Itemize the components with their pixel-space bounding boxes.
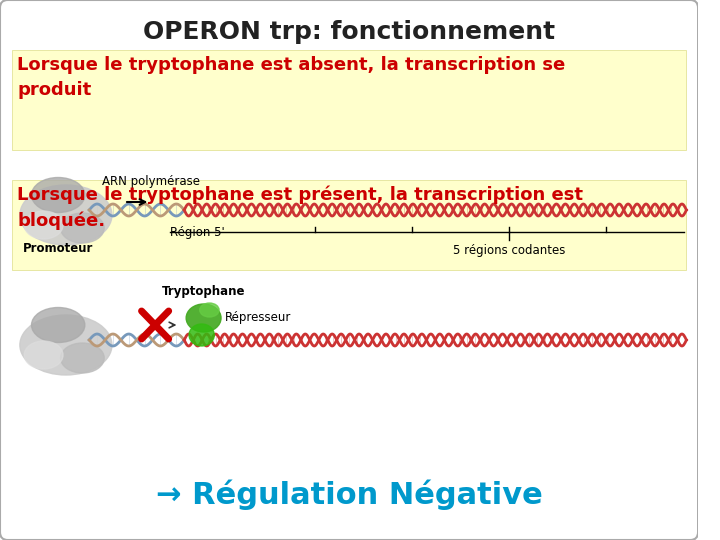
Ellipse shape (20, 185, 112, 245)
Ellipse shape (199, 303, 219, 317)
Ellipse shape (32, 307, 85, 342)
Ellipse shape (60, 343, 104, 373)
FancyBboxPatch shape (0, 0, 698, 540)
Ellipse shape (24, 211, 63, 239)
Ellipse shape (32, 178, 85, 213)
Text: Promoteur: Promoteur (23, 242, 94, 255)
Ellipse shape (24, 341, 63, 369)
Text: Répresseur: Répresseur (225, 312, 292, 325)
Text: → Régulation Négative: → Régulation Négative (156, 480, 542, 510)
Ellipse shape (60, 213, 104, 243)
FancyBboxPatch shape (12, 180, 686, 270)
Text: OPERON trp: fonctionnement: OPERON trp: fonctionnement (143, 20, 555, 44)
Text: 5 régions codantes: 5 régions codantes (453, 244, 565, 257)
Text: Région 5': Région 5' (170, 226, 225, 239)
Text: ARN polymérase: ARN polymérase (102, 175, 199, 188)
Text: Lorsque le tryptophane est présent, la transcription est
bloquée.: Lorsque le tryptophane est présent, la t… (17, 186, 583, 230)
Ellipse shape (189, 324, 215, 346)
FancyBboxPatch shape (12, 50, 686, 150)
Ellipse shape (20, 315, 112, 375)
Text: Tryptophane: Tryptophane (162, 285, 246, 298)
Ellipse shape (186, 304, 221, 332)
Text: Lorsque le tryptophane est absent, la transcription se
produit: Lorsque le tryptophane est absent, la tr… (17, 56, 566, 99)
